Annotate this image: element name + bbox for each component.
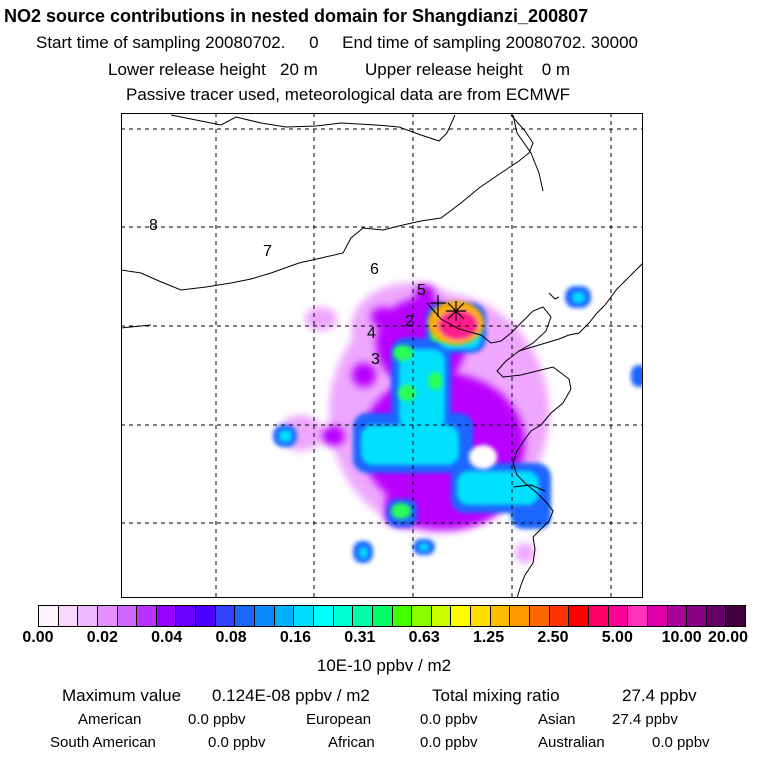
color-scale-segment (530, 606, 550, 626)
color-scale-segment (255, 606, 275, 626)
map-frame (121, 113, 643, 598)
scale-tick-label: 0.02 (86, 629, 118, 646)
sampling-time-line: Start time of sampling 20080702. 0 End t… (36, 33, 638, 52)
color-scale-segment (667, 606, 688, 626)
receptor-star-icon (430, 295, 466, 321)
color-scale-segment (569, 606, 589, 626)
map-title: NO2 source contributions in nested domai… (4, 6, 589, 26)
color-scale-segment (353, 606, 373, 626)
contour-label-5: 5 (417, 282, 426, 299)
max-value: 0.124E-08 ppbv / m2 (212, 686, 370, 705)
region-name-european: European (306, 711, 372, 728)
scale-tick-label: 0.63 (408, 629, 440, 646)
contour-label-7: 7 (263, 243, 272, 260)
scale-tick-label: 0.16 (279, 629, 312, 646)
contour-label-3: 3 (371, 351, 380, 368)
color-scale-segment (372, 606, 393, 626)
contour-labels: 8 7 6 5 4 2 3 (149, 217, 426, 368)
region-name-australian: Australian (538, 734, 605, 751)
color-scale-segment (117, 606, 138, 626)
color-scale-segment (333, 606, 354, 626)
scale-tick-label: 0.04 (151, 629, 183, 646)
contour-label-4: 4 (367, 325, 376, 342)
coastlines (121, 114, 643, 598)
color-scale-segment (137, 606, 157, 626)
color-scale-ticks: 0.00 0.02 0.04 0.08 0.16 0.31 0.63 1.25 2.50 5.00… (0, 629, 768, 649)
region-name-african: African (328, 734, 375, 751)
color-scale-segment (608, 606, 629, 626)
region-value-australian: 0.0 ppbv (652, 734, 710, 751)
color-scale-segment (628, 606, 648, 626)
scale-tick-label: 5.00 (601, 629, 633, 646)
color-scale-segment (78, 606, 98, 626)
release-height-line: Lower release height 20 m Upper release … (108, 60, 571, 79)
scale-tick-label: 0.08 (215, 629, 247, 646)
contour-label-2: 2 (405, 313, 414, 330)
region-name-asian: Asian (538, 711, 576, 728)
color-scale-segment (647, 606, 668, 626)
scale-tick-label: 2.50 (537, 629, 569, 646)
color-scale-segment (549, 606, 570, 626)
color-scale-segment (39, 606, 59, 626)
scale-tick-label: 0.00 (22, 629, 54, 646)
color-scale-segment (687, 606, 707, 626)
contour-label-6: 6 (370, 261, 379, 278)
max-value-label: Maximum value (62, 686, 182, 705)
color-scale-segment (471, 606, 491, 626)
color-scale-segment (588, 606, 609, 626)
color-scale-segment (235, 606, 256, 626)
color-scale-bar (38, 605, 746, 627)
region-value-african: 0.0 ppbv (420, 734, 478, 751)
color-scale-segment (490, 606, 511, 626)
contour-label-8: 8 (149, 217, 158, 234)
total-mixing-label: Total mixing ratio (432, 686, 560, 705)
scale-units: 10E-10 ppbv / m2 (316, 656, 452, 675)
color-scale-segment (274, 606, 295, 626)
color-scale-segment (97, 606, 118, 626)
color-scale-segment (156, 606, 177, 626)
plume-hotspot (428, 301, 484, 345)
tracer-info-line: Passive tracer used, meteorological data… (126, 85, 571, 104)
scale-tick-label: 0.31 (344, 629, 376, 646)
color-scale-segment (431, 606, 452, 626)
color-scale-segment (196, 606, 216, 626)
color-scale-segment (412, 606, 432, 626)
color-scale-segment (392, 606, 413, 626)
color-scale-segment (313, 606, 334, 626)
total-mixing-value: 27.4 ppbv (622, 686, 697, 705)
region-name-american: American (78, 711, 142, 728)
color-scale-segment (451, 606, 472, 626)
color-scale-segment (706, 606, 727, 626)
region-value-european: 0.0 ppbv (420, 711, 478, 728)
region-name-south-american: South American (50, 734, 156, 751)
region-value-asian: 27.4 ppbv (612, 711, 678, 728)
map-panel: 8 7 6 5 4 2 3 (121, 113, 643, 598)
color-scale-segment (294, 606, 314, 626)
color-scale-segment (215, 606, 236, 626)
color-scale-segment (176, 606, 197, 626)
region-value-south-american: 0.0 ppbv (208, 734, 266, 751)
color-scale-segment (58, 606, 79, 626)
region-value-american: 0.0 ppbv (188, 711, 246, 728)
map-svg: 8 7 6 5 4 2 3 (121, 113, 643, 598)
graticule (121, 113, 643, 598)
color-scale-segment (510, 606, 531, 626)
color-scale-segment (726, 606, 746, 626)
scale-tick-label: 1.25 (472, 629, 505, 646)
plume-gap (469, 445, 497, 469)
scale-tick-label: 10.00 (661, 629, 702, 646)
scale-tick-label: 20.00 (707, 629, 749, 646)
